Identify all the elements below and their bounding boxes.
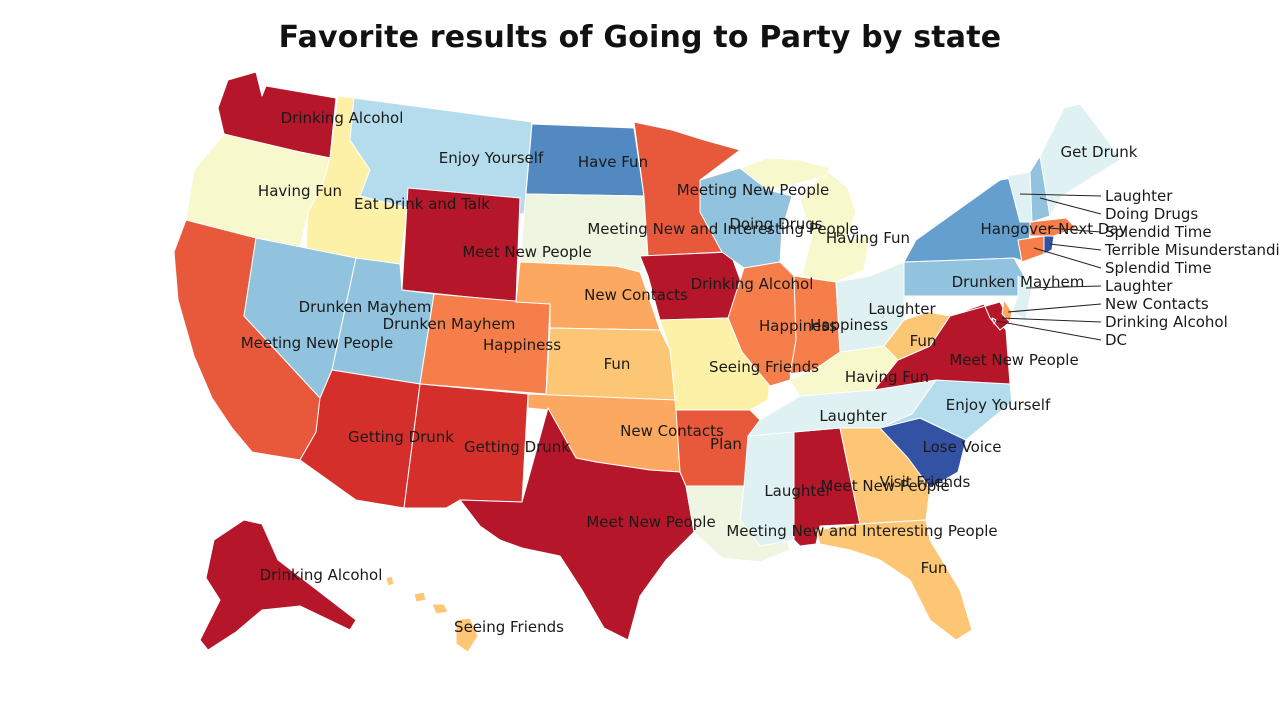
state-label-pa: Drunken Mayhem bbox=[952, 273, 1085, 291]
state-or[interactable] bbox=[185, 133, 331, 249]
state-label-mi: Having Fun bbox=[826, 229, 910, 247]
state-label-ak: Drinking Alcohol bbox=[260, 566, 383, 584]
state-label-nd: Have Fun bbox=[578, 153, 648, 171]
state-label-co: Happiness bbox=[483, 336, 561, 354]
state-label-az: Getting Drunk bbox=[348, 428, 454, 446]
state-hi[interactable] bbox=[385, 575, 479, 653]
state-label-wa: Drinking Alcohol bbox=[281, 109, 404, 127]
state-label-mo: Seeing Friends bbox=[709, 358, 819, 376]
state-mi[interactable] bbox=[799, 169, 871, 283]
state-label-sd: Meeting New and Interesting People bbox=[587, 220, 858, 238]
state-label-ne: New Contacts bbox=[584, 286, 688, 304]
state-de[interactable] bbox=[1001, 299, 1013, 323]
state-label-in: Happiness bbox=[810, 316, 888, 334]
map-title: Favorite results of Going to Party by st… bbox=[278, 20, 1002, 55]
state-label-wv: Fun bbox=[910, 332, 937, 350]
state-label-nv: Drunken Mayhem bbox=[299, 298, 432, 316]
leader-line-nh bbox=[1039, 197, 1102, 215]
leader-line-ri bbox=[1049, 243, 1102, 251]
state-label-ky: Having Fun bbox=[845, 368, 929, 386]
state-label-sc: Lose Voice bbox=[923, 438, 1002, 456]
state-label-al: Meet New People bbox=[820, 477, 949, 495]
state-label-ny: Hangover Next Day bbox=[980, 220, 1127, 238]
callout-label-nh: Doing Drugs bbox=[1105, 205, 1198, 223]
state-ma[interactable] bbox=[1029, 217, 1077, 237]
state-label-ut: Drunken Mayhem bbox=[383, 315, 516, 333]
callout-label-nj: Laughter bbox=[1105, 277, 1173, 295]
state-ct[interactable] bbox=[1017, 235, 1045, 263]
callout-label-dc: DC bbox=[1105, 331, 1127, 349]
state-label-la: Meeting New and Interesting People bbox=[726, 522, 997, 540]
state-mi-upper[interactable] bbox=[739, 157, 831, 191]
state-label-nm: Getting Drunk bbox=[464, 438, 570, 456]
callout-label-de: New Contacts bbox=[1105, 295, 1209, 313]
state-label-ms: Laughter bbox=[764, 482, 832, 500]
state-label-ok: New Contacts bbox=[620, 422, 724, 440]
state-label-ca: Meeting New People bbox=[241, 334, 394, 352]
state-label-mt: Enjoy Yourself bbox=[439, 149, 544, 167]
state-label-me: Get Drunk bbox=[1061, 143, 1138, 161]
state-label-ia: Drinking Alcohol bbox=[691, 275, 814, 293]
state-label-id: Eat Drink and Talk bbox=[354, 195, 490, 213]
state-label-oh: Laughter bbox=[868, 300, 936, 318]
state-tx[interactable] bbox=[459, 407, 695, 641]
leader-line-md bbox=[1001, 317, 1102, 323]
callout-label-ct: Splendid Time bbox=[1105, 259, 1212, 277]
callout-label-md: Drinking Alcohol bbox=[1105, 313, 1228, 331]
callout-label-ma: Splendid Time bbox=[1105, 223, 1212, 241]
state-label-ga: Visit Friends bbox=[880, 473, 971, 491]
leader-line-de bbox=[1007, 303, 1102, 313]
callout-label-vt: Laughter bbox=[1105, 187, 1173, 205]
leader-line-nj bbox=[1025, 285, 1102, 289]
state-label-il: Happiness bbox=[759, 317, 837, 335]
state-label-tn: Laughter bbox=[819, 407, 887, 425]
state-me[interactable] bbox=[1039, 103, 1121, 217]
state-label-ks: Fun bbox=[604, 355, 631, 373]
state-label-ar: Plan bbox=[710, 435, 742, 453]
state-label-nc: Enjoy Yourself bbox=[946, 396, 1051, 414]
state-label-wy: Meet New People bbox=[462, 243, 591, 261]
leader-line-ma bbox=[1047, 227, 1102, 233]
state-label-wi: Doing Drugs bbox=[729, 215, 822, 233]
leader-line-dc bbox=[995, 320, 1102, 341]
callout-label-ri: Terrible Misunderstanding bbox=[1104, 241, 1280, 259]
leader-line-vt bbox=[1019, 193, 1102, 197]
state-label-va: Meet New People bbox=[949, 351, 1078, 369]
state-label-hi: Seeing Friends bbox=[454, 618, 564, 636]
leader-line-ct bbox=[1033, 247, 1102, 269]
state-label-mn: Meeting New People bbox=[677, 181, 830, 199]
state-label-fl: Fun bbox=[921, 559, 948, 577]
state-ak[interactable] bbox=[199, 519, 357, 651]
state-label-tx: Meet New People bbox=[586, 513, 715, 531]
state-dc[interactable] bbox=[991, 317, 997, 325]
state-nj[interactable] bbox=[1011, 275, 1033, 321]
state-fl[interactable] bbox=[815, 519, 973, 641]
state-label-or: Having Fun bbox=[258, 182, 342, 200]
